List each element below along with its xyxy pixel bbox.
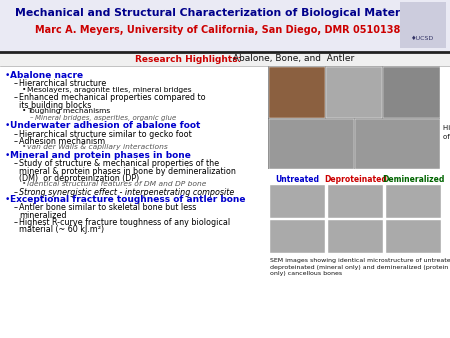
Text: Mineral and protein phases in bone: Mineral and protein phases in bone [10,151,191,160]
Text: mineral & protein phases in bone by demineralization: mineral & protein phases in bone by demi… [19,167,236,176]
Text: Antler bone similar to skeletal bone but less: Antler bone similar to skeletal bone but… [19,203,196,213]
Text: –: – [14,94,18,102]
Text: Adhesion mechanism: Adhesion mechanism [19,137,105,146]
Text: ♦UCSD: ♦UCSD [411,35,435,41]
Text: –: – [14,203,18,213]
Bar [270,220,325,253]
Text: van der Walls & capillary interactions: van der Walls & capillary interactions [27,144,168,150]
Bar [0,0,450,52]
Text: of abalone pedal foot: of abalone pedal foot [443,134,450,140]
Text: mineralized: mineralized [19,211,67,220]
Text: Enhanced mechanical properties compared to: Enhanced mechanical properties compared … [19,94,206,102]
Text: Hierarchical structure: Hierarchical structure [443,125,450,131]
Text: (DM)  or deproteinization (DP): (DM) or deproteinization (DP) [19,174,139,183]
Bar [355,119,440,169]
Text: Hierarchical structure: Hierarchical structure [19,79,106,89]
Text: Deproteinated: Deproteinated [324,174,387,184]
Text: Study of structure & mechanical properties of the: Study of structure & mechanical properti… [19,160,219,168]
Text: Hierarchical structure similar to gecko foot: Hierarchical structure similar to gecko … [19,130,192,139]
Bar [268,66,440,169]
Text: Marc A. Meyers, University of California, San Diego, DMR 0510138: Marc A. Meyers, University of California… [35,25,401,35]
Bar [326,67,382,118]
Text: material (~ 60 kJ.m²): material (~ 60 kJ.m²) [19,225,104,234]
Text: –: – [14,79,18,89]
Bar [328,220,383,253]
Bar [386,185,441,218]
Text: •: • [5,151,10,160]
Text: Strong synergistic effect - interpenetrating composite: Strong synergistic effect - interpenetra… [19,188,234,197]
Text: –: – [30,115,33,121]
Text: Toughing mechanisms: Toughing mechanisms [27,108,110,114]
Text: Abalone, Bone, and  Antler: Abalone, Bone, and Antler [230,54,354,64]
Text: •: • [22,181,27,187]
Bar [386,220,441,253]
Bar [400,2,446,48]
Text: –: – [14,137,18,146]
Bar [0,52,450,66]
Text: Highest R-curve fracture toughness of any biological: Highest R-curve fracture toughness of an… [19,218,230,227]
Text: •: • [5,195,10,204]
Text: –: – [14,218,18,227]
Text: –: – [14,160,18,168]
Text: –: – [14,130,18,139]
Text: SEM images showing identical microstructure of untreated,
deproteinated (mineral: SEM images showing identical microstruct… [270,258,450,276]
Text: Untreated: Untreated [275,174,319,184]
Text: Identical structural features of DM and DP bone: Identical structural features of DM and … [27,181,207,187]
Bar [270,185,325,218]
Text: Abalone nacre: Abalone nacre [10,71,83,80]
Text: •: • [22,108,27,114]
Bar [269,119,354,169]
Text: Demineralized: Demineralized [382,174,445,184]
Bar [269,67,325,118]
Text: •: • [5,71,10,80]
Text: –: – [14,188,18,197]
Bar [328,185,383,218]
Text: •: • [5,121,10,130]
Text: •: • [22,144,27,150]
Bar [383,67,440,118]
Text: Mechanical and Structural Characterization of Biological Materials: Mechanical and Structural Characterizati… [15,8,421,18]
Text: •: • [22,87,27,93]
Text: Exceptional fracture toughness of antler bone: Exceptional fracture toughness of antler… [10,195,246,204]
Text: Underwater adhesion of abalone foot: Underwater adhesion of abalone foot [10,121,200,130]
Text: Research Highlights:: Research Highlights: [135,54,241,64]
Text: its building blocks: its building blocks [19,101,91,110]
Text: Mineral bridges, asperities, organic glue: Mineral bridges, asperities, organic glu… [35,115,176,121]
Text: Mesolayers, aragonite tiles, mineral bridges: Mesolayers, aragonite tiles, mineral bri… [27,87,192,93]
